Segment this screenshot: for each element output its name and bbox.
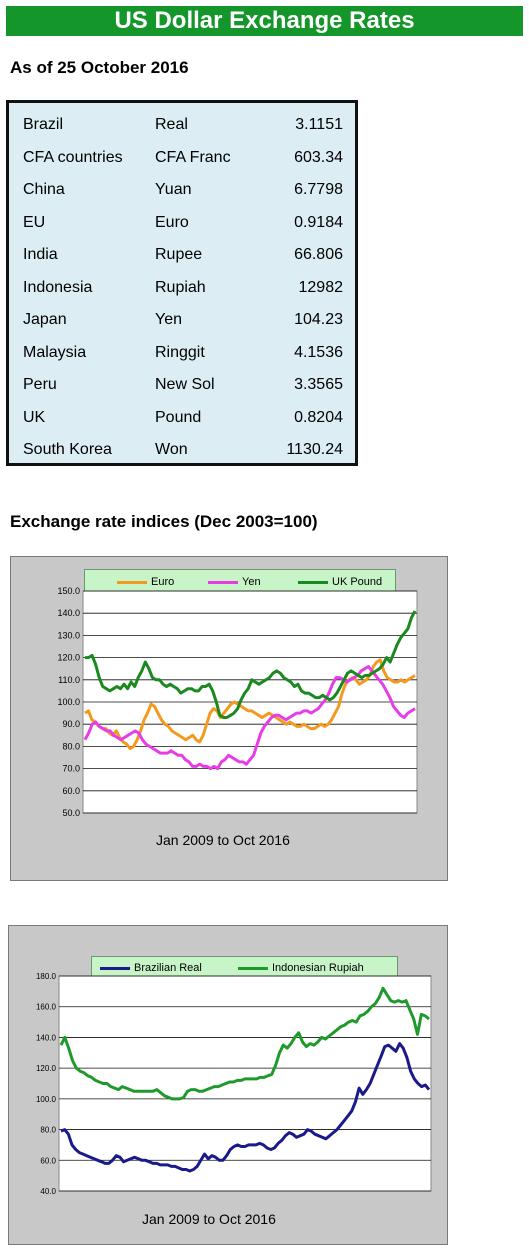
rate-value: 66.806 — [294, 246, 343, 264]
y-tick-label: 80.0 — [40, 1126, 56, 1135]
y-tick-label: 110.0 — [58, 675, 80, 685]
rate-row: Brazil Real 3.1151 — [23, 109, 349, 142]
rate-row: UK Pound 0.8204 — [23, 402, 349, 435]
series-line-indonesian-rupiah — [59, 986, 430, 1101]
rate-value: 4.1536 — [294, 343, 343, 361]
chart-1-legend: Euro Yen UK Pound — [84, 569, 396, 595]
rate-row: South Korea Won 1130.24 — [23, 434, 349, 467]
rate-currency: Real — [155, 116, 188, 134]
rate-country: South Korea — [23, 441, 112, 459]
chart-1: Euro Yen UK Pound 50.0 60.0 70.0 80.0 90.0 10… — [10, 556, 448, 881]
legend-swatch — [100, 966, 130, 970]
y-tick-label: 70.0 — [62, 764, 80, 774]
legend-label: Brazilian Real — [134, 962, 202, 974]
legend-swatch — [208, 580, 238, 584]
series-line-yen — [83, 665, 416, 771]
y-tick-label: 160.0 — [36, 1003, 57, 1012]
rate-currency: Won — [155, 441, 188, 459]
y-tick-label: 60.0 — [62, 786, 80, 796]
legend-item-uk-pound: UK Pound — [298, 570, 382, 594]
rate-value: 603.34 — [294, 148, 343, 166]
rate-value: 12982 — [298, 278, 344, 296]
y-tick-label: 40.0 — [40, 1187, 56, 1196]
plot-area — [82, 590, 418, 814]
rate-row: China Yuan 6.7798 — [23, 174, 349, 207]
y-tick-label: 60.0 — [40, 1156, 56, 1165]
y-tick-label: 140.0 — [36, 1033, 57, 1042]
rate-row: EU Euro 0.9184 — [23, 207, 349, 240]
rate-row: India Rupee 66.806 — [23, 239, 349, 272]
rate-country: China — [23, 181, 65, 199]
rate-currency: Ringgit — [155, 343, 205, 361]
rate-currency: New Sol — [155, 376, 215, 394]
rate-row: Indonesia Rupiah 12982 — [23, 272, 349, 305]
y-tick-label: 130.0 — [57, 630, 80, 640]
plot-area — [58, 975, 432, 1192]
y-tick-label: 80.0 — [62, 741, 80, 751]
rate-currency: Yuan — [155, 181, 192, 199]
legend-item-euro: Euro — [117, 570, 174, 594]
rate-value: 0.8204 — [294, 408, 343, 426]
legend-item-brazilian-real: Brazilian Real — [100, 957, 202, 979]
y-tick-label: 120.0 — [57, 653, 80, 663]
rate-value: 0.9184 — [294, 213, 343, 231]
y-tick-label: 180.0 — [36, 972, 57, 981]
y-tick-label: 100.0 — [36, 1095, 57, 1104]
rates-table: Brazil Real 3.1151 CFA countries CFA Franc 60… — [23, 109, 349, 467]
legend-swatch — [117, 580, 147, 584]
rate-row: Malaysia Ringgit 4.1536 — [23, 337, 349, 370]
y-tick-label: 50.0 — [62, 808, 80, 818]
rate-country: UK — [23, 408, 46, 426]
y-tick-label: 90.0 — [62, 719, 80, 729]
chart-2-legend: Brazilian Real Indonesian Rupiah — [91, 956, 398, 980]
rate-row: Japan Yen 104.23 — [23, 304, 349, 337]
rate-currency: Rupee — [155, 246, 203, 264]
chart-1-xlabel: Jan 2009 to Oct 2016 — [156, 832, 290, 848]
rate-country: Peru — [23, 376, 57, 394]
rate-country: Indonesia — [23, 278, 93, 296]
page-title: US Dollar Exchange Rates — [6, 6, 523, 36]
rate-value: 6.7798 — [294, 181, 343, 199]
chart-2: Brazilian Real Indonesian Rupiah 40.0 60.… — [8, 925, 448, 1245]
rate-country: EU — [23, 213, 46, 231]
rates-table-panel: Brazil Real 3.1151 CFA countries CFA Franc 60… — [6, 100, 358, 466]
rate-currency: CFA Franc — [155, 148, 231, 166]
legend-item-yen: Yen — [208, 570, 261, 594]
rate-currency: Euro — [155, 213, 189, 231]
y-tick-label: 140.0 — [57, 608, 80, 618]
rate-country: Japan — [23, 311, 67, 329]
as-of-date: As of 25 October 2016 — [10, 58, 189, 77]
rate-row: Peru New Sol 3.3565 — [23, 369, 349, 402]
legend-item-indonesian-rupiah: Indonesian Rupiah — [238, 957, 364, 979]
rate-country: CFA countries — [23, 148, 123, 166]
legend-label: Yen — [242, 576, 261, 588]
rate-value: 3.3565 — [294, 376, 343, 394]
rate-currency: Rupiah — [155, 278, 206, 296]
series-line-uk-pound — [85, 610, 417, 719]
series-line-brazilian-real — [60, 1042, 431, 1173]
y-tick-label: 120.0 — [36, 1064, 57, 1073]
rate-value: 104.23 — [294, 311, 343, 329]
rate-currency: Pound — [155, 408, 202, 426]
chart-2-xlabel: Jan 2009 to Oct 2016 — [142, 1211, 276, 1227]
rate-currency: Yen — [155, 311, 182, 329]
y-tick-label: 100.0 — [57, 697, 80, 707]
rate-country: India — [23, 246, 58, 264]
legend-swatch — [238, 966, 268, 970]
legend-label: Indonesian Rupiah — [272, 962, 364, 974]
rate-country: Malaysia — [23, 343, 87, 361]
legend-label: Euro — [151, 576, 175, 588]
y-tick-label: 150.0 — [57, 586, 80, 596]
rate-country: Brazil — [23, 116, 64, 134]
section-title: Exchange rate indices (Dec 2003=100) — [10, 512, 318, 531]
legend-swatch — [298, 580, 328, 584]
legend-label: UK Pound — [332, 576, 383, 588]
series-line-euro — [84, 658, 416, 751]
rate-row: CFA countries CFA Franc 603.34 — [23, 142, 349, 175]
rate-value: 3.1151 — [295, 116, 343, 134]
rate-value: 1130.24 — [286, 441, 343, 459]
